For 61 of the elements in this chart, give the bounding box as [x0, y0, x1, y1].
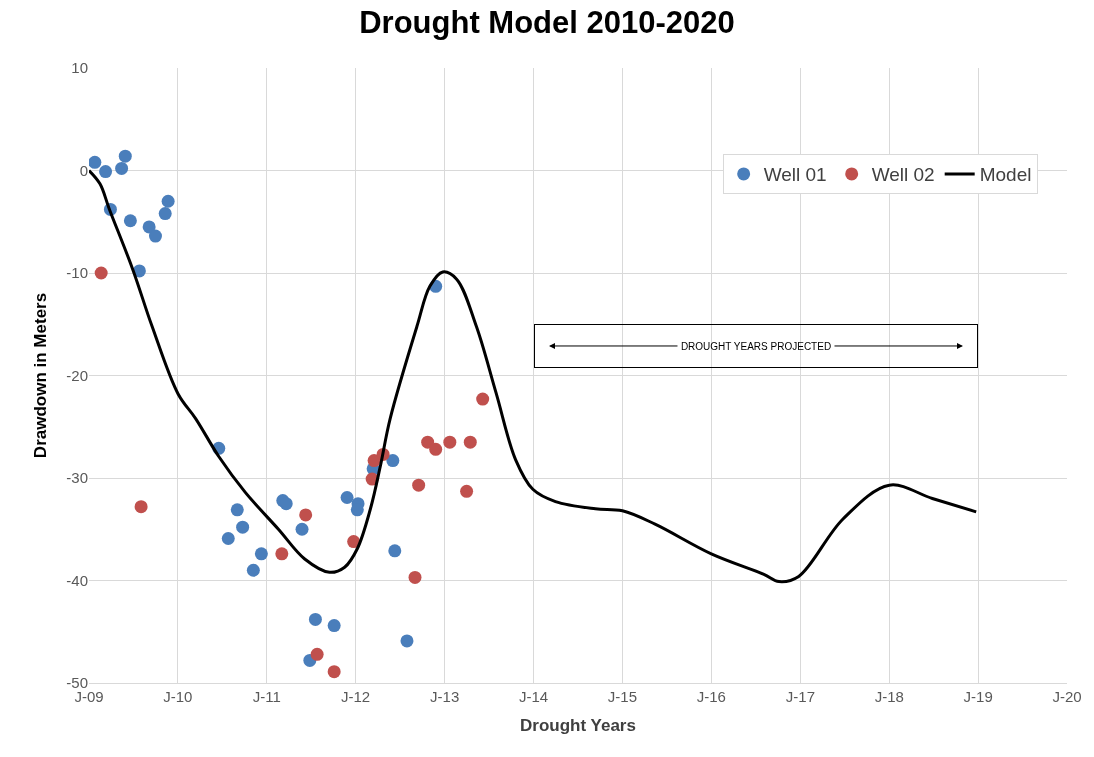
point	[340, 490, 354, 504]
y-tick-label: -10	[66, 264, 88, 282]
x-tick-label: J-11	[252, 688, 281, 705]
x-tick-label: J-12	[341, 688, 371, 705]
point	[310, 647, 324, 661]
point	[99, 165, 113, 179]
point	[463, 435, 477, 449]
x-tick-label: J-17	[785, 688, 815, 705]
x-tick-label: J-13	[430, 688, 460, 705]
y-axis-title: Drawdown in Meters	[30, 292, 50, 459]
point	[400, 634, 414, 648]
x-tick-label: J-14	[518, 688, 549, 705]
point	[412, 478, 426, 492]
point	[350, 503, 364, 517]
point	[421, 435, 435, 449]
legend-label: Well 01	[763, 164, 827, 186]
point	[299, 508, 313, 522]
chart-title: Drought Model 2010-2020	[359, 5, 735, 41]
point	[347, 535, 361, 549]
y-tick-label: -40	[66, 571, 88, 589]
point	[327, 665, 341, 679]
x-tick-label: J-16	[696, 688, 726, 705]
point	[308, 612, 322, 626]
y-tick-label: -20	[66, 366, 88, 384]
point	[460, 484, 474, 498]
annotation: DROUGHT YEARS PROJECTED	[680, 340, 832, 352]
point	[158, 207, 172, 221]
point	[388, 544, 402, 558]
point	[327, 619, 341, 633]
x-tick-label: J-10	[163, 688, 193, 705]
y-tick-label: -30	[66, 469, 88, 487]
point	[161, 194, 175, 208]
point	[429, 442, 443, 456]
x-axis-title: Drought Years	[520, 716, 636, 736]
point	[236, 520, 250, 534]
point	[408, 570, 422, 584]
point	[115, 161, 129, 175]
point	[254, 547, 268, 561]
legend-label: Well 02	[871, 164, 935, 186]
point	[230, 503, 244, 517]
x-tick-label: J-15	[607, 688, 638, 705]
point	[148, 229, 162, 243]
x-tick-label: J-20	[1052, 688, 1082, 705]
point	[123, 214, 137, 228]
point	[89, 155, 102, 169]
point	[118, 149, 132, 163]
point	[386, 454, 400, 468]
y-tick-label: 0	[79, 161, 88, 179]
point	[476, 392, 490, 406]
point	[94, 266, 108, 280]
point	[443, 435, 457, 449]
legend-label: Model	[979, 164, 1032, 186]
x-tick-label: J-18	[874, 688, 904, 705]
y-tick-label: 10	[71, 59, 88, 77]
point	[275, 547, 289, 561]
point	[246, 563, 260, 577]
point	[221, 531, 235, 545]
point	[295, 522, 309, 536]
point	[134, 500, 148, 514]
x-tick-label: J-19	[963, 688, 993, 705]
point	[142, 220, 156, 234]
